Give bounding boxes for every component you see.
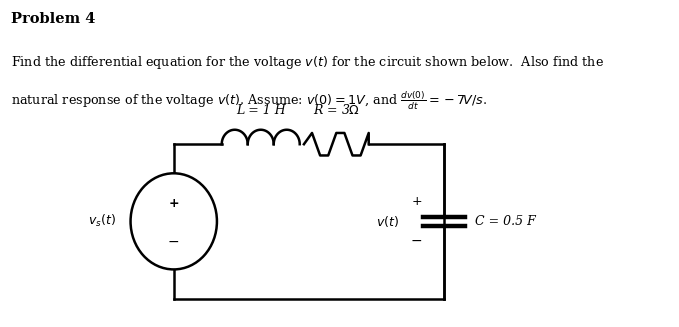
Text: −: −: [168, 234, 179, 249]
Text: R = 3$\Omega$: R = 3$\Omega$: [313, 103, 360, 117]
Text: $v_s(t)$: $v_s(t)$: [88, 213, 115, 230]
Text: −: −: [411, 234, 422, 248]
Text: C = 0.5 F: C = 0.5 F: [475, 215, 536, 228]
Text: natural response of the voltage $v(t)$. Assume: $v(0) = 1V$, and $\frac{dv(0)}{d: natural response of the voltage $v(t)$. …: [11, 90, 487, 112]
Text: L = 1 H: L = 1 H: [236, 104, 286, 117]
Text: +: +: [411, 195, 422, 208]
Text: +: +: [168, 197, 179, 210]
Text: Problem 4: Problem 4: [11, 12, 95, 26]
Text: Find the differential equation for the voltage $v(t)$ for the circuit shown belo: Find the differential equation for the v…: [11, 54, 604, 71]
Ellipse shape: [130, 173, 217, 269]
Text: $v(t)$: $v(t)$: [375, 214, 399, 229]
